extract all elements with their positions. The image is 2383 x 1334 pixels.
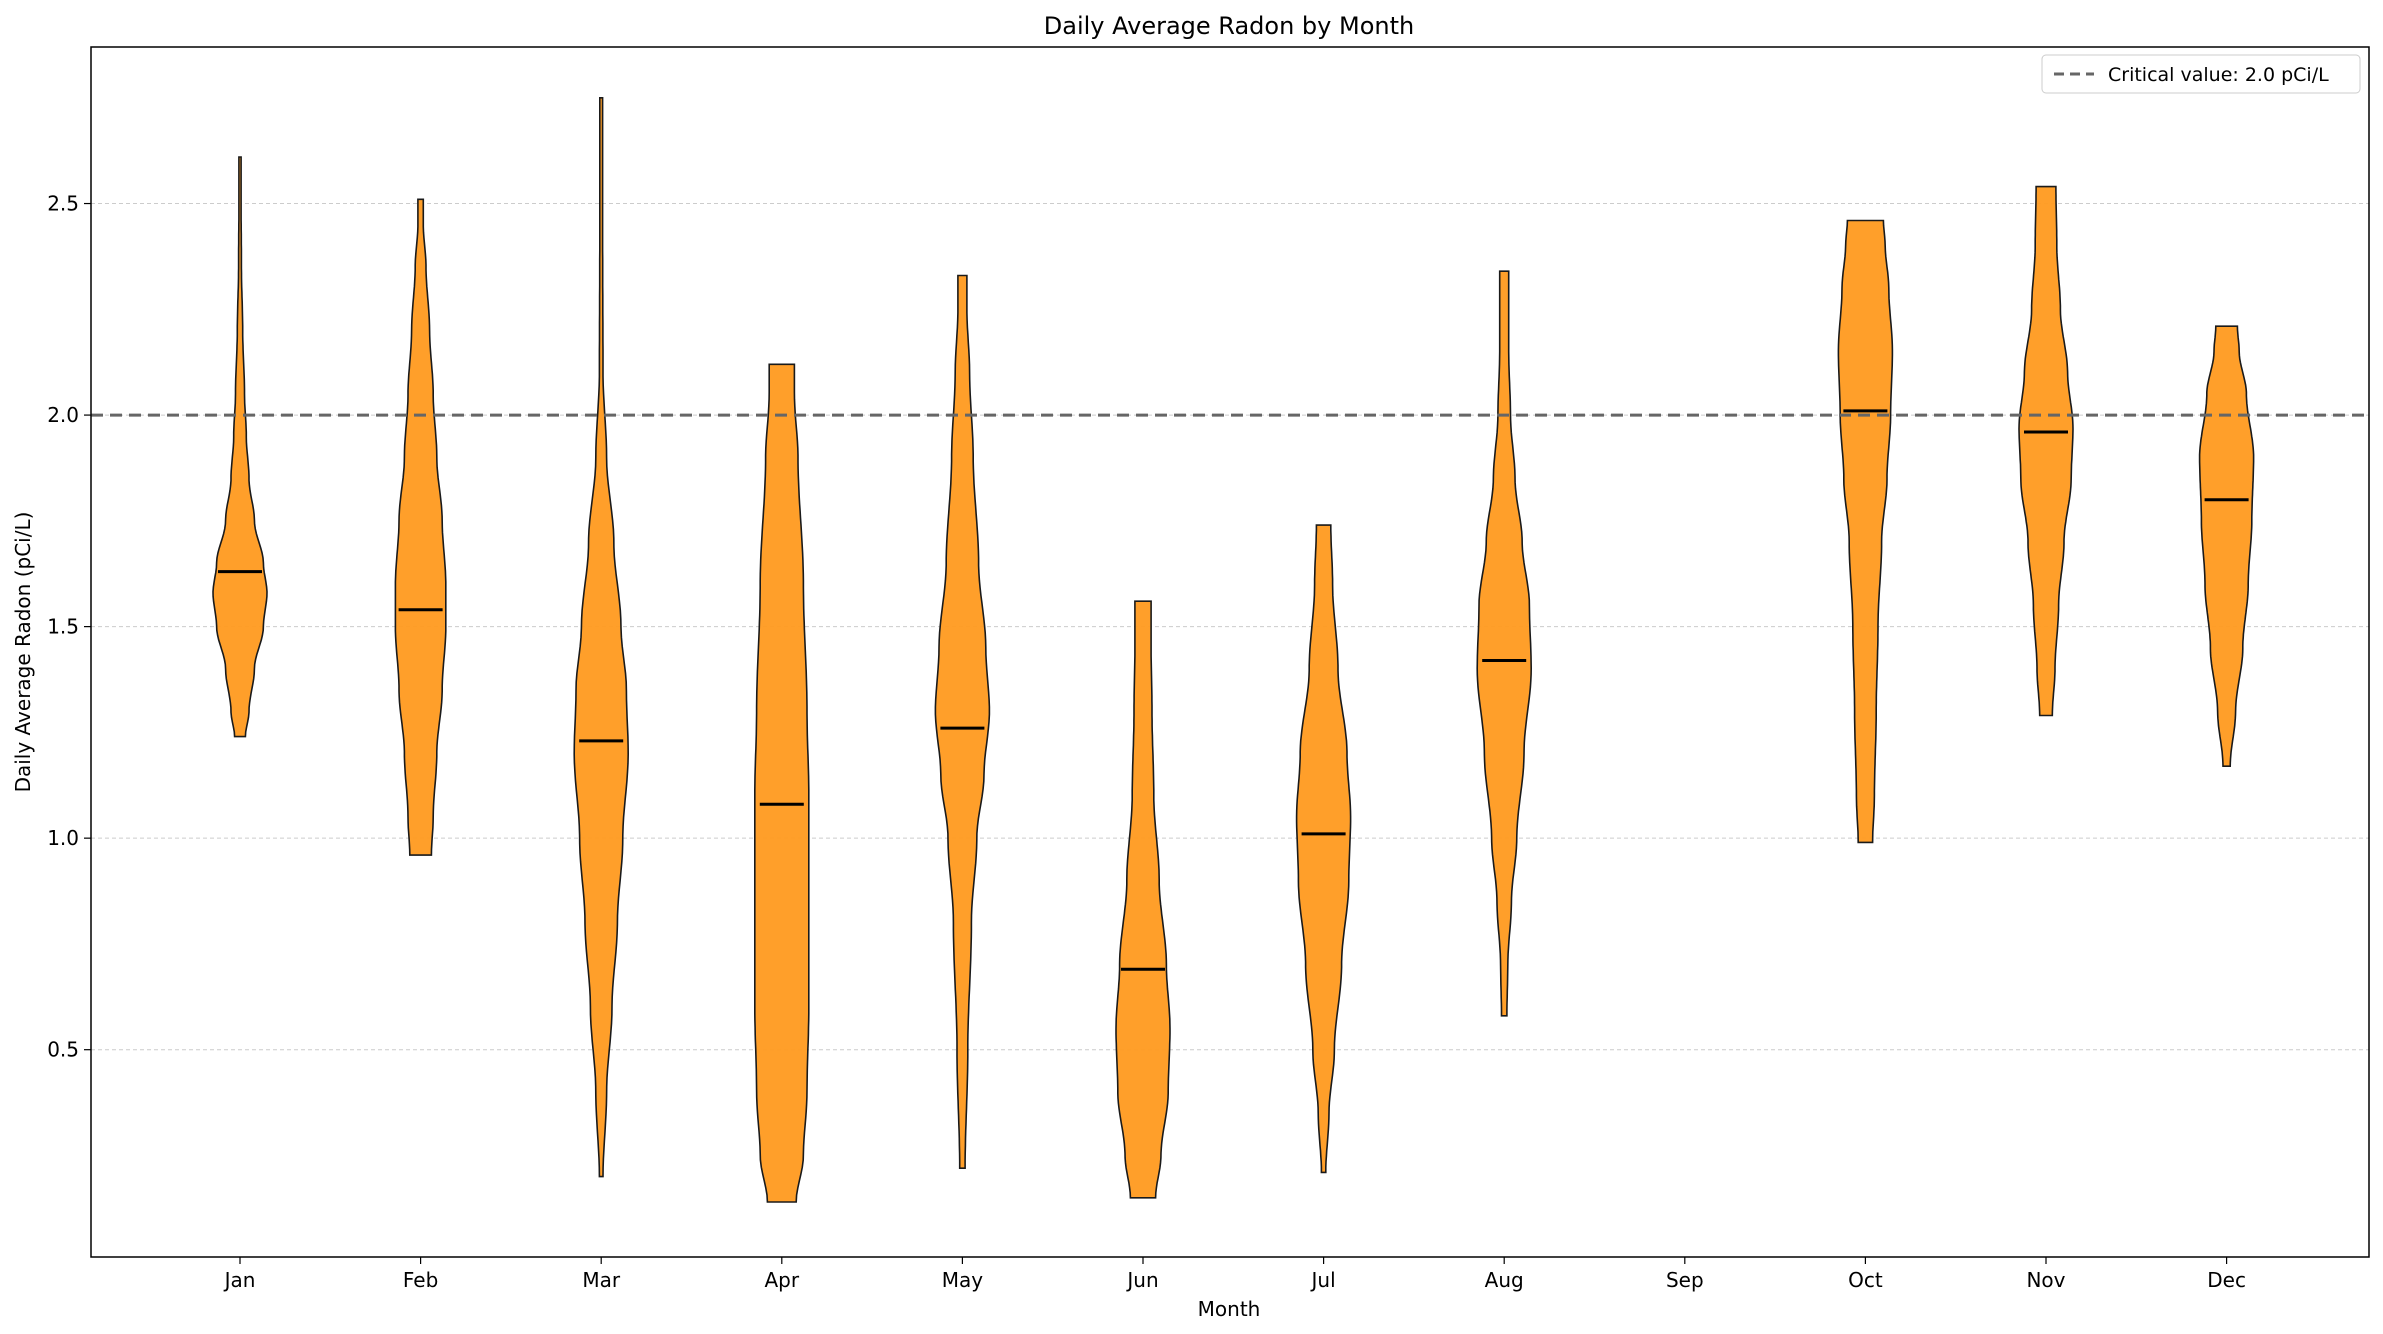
y-tick-label: 2.5 — [47, 192, 79, 216]
y-axis-title: Daily Average Radon (pCi/L) — [11, 512, 35, 793]
y-tick-label: 1.0 — [47, 826, 79, 850]
violin-may — [934, 274, 991, 1169]
violin-nov — [2018, 185, 2074, 717]
violins — [212, 97, 2255, 1203]
legend-box — [2041, 54, 2361, 94]
violin-jun — [1115, 600, 1171, 1199]
plot-frame — [90, 46, 2370, 1258]
x-tick-label: Oct — [1848, 1268, 1883, 1292]
chart-title: Daily Average Radon by Month — [1044, 12, 1414, 40]
violin-apr — [754, 363, 810, 1203]
x-tick-label: Apr — [764, 1268, 799, 1292]
violin-aug — [1476, 270, 1533, 1017]
violin-oct — [1837, 219, 1894, 844]
x-tick-label: Nov — [2026, 1268, 2065, 1292]
x-tick-label: Dec — [2207, 1268, 2246, 1292]
x-tick-label: Sep — [1666, 1268, 1704, 1292]
violin-mar — [573, 97, 630, 1178]
y-tick-label: 1.5 — [47, 615, 79, 639]
y-axis: 0.5 1.0 1.5 2.0 2.5 — [47, 192, 91, 1062]
violin-dec — [2198, 325, 2255, 767]
x-tick-label: Jun — [1125, 1268, 1158, 1292]
violin-feb — [394, 198, 447, 856]
x-axis: Jan Feb Mar Apr May Jun Jul Aug Sep Oct Nov Dec — [223, 1257, 2246, 1292]
x-tick-label: Mar — [582, 1268, 621, 1292]
x-tick-label: Feb — [403, 1268, 438, 1292]
legend-label: Critical value: 2.0 pCi/L — [2108, 64, 2329, 86]
violin-jul — [1295, 524, 1352, 1174]
y-tick-label: 2.0 — [47, 403, 79, 427]
gridlines — [91, 203, 2369, 1051]
x-tick-label: May — [942, 1268, 984, 1292]
x-tick-label: Jan — [223, 1268, 256, 1292]
violin-jan — [212, 156, 268, 738]
x-axis-title: Month — [1198, 1297, 1261, 1321]
x-tick-label: Aug — [1485, 1268, 1524, 1292]
x-tick-label: Jul — [1310, 1268, 1336, 1292]
legend: Critical value: 2.0 pCi/L — [2041, 54, 2361, 94]
y-tick-label: 0.5 — [47, 1038, 79, 1062]
